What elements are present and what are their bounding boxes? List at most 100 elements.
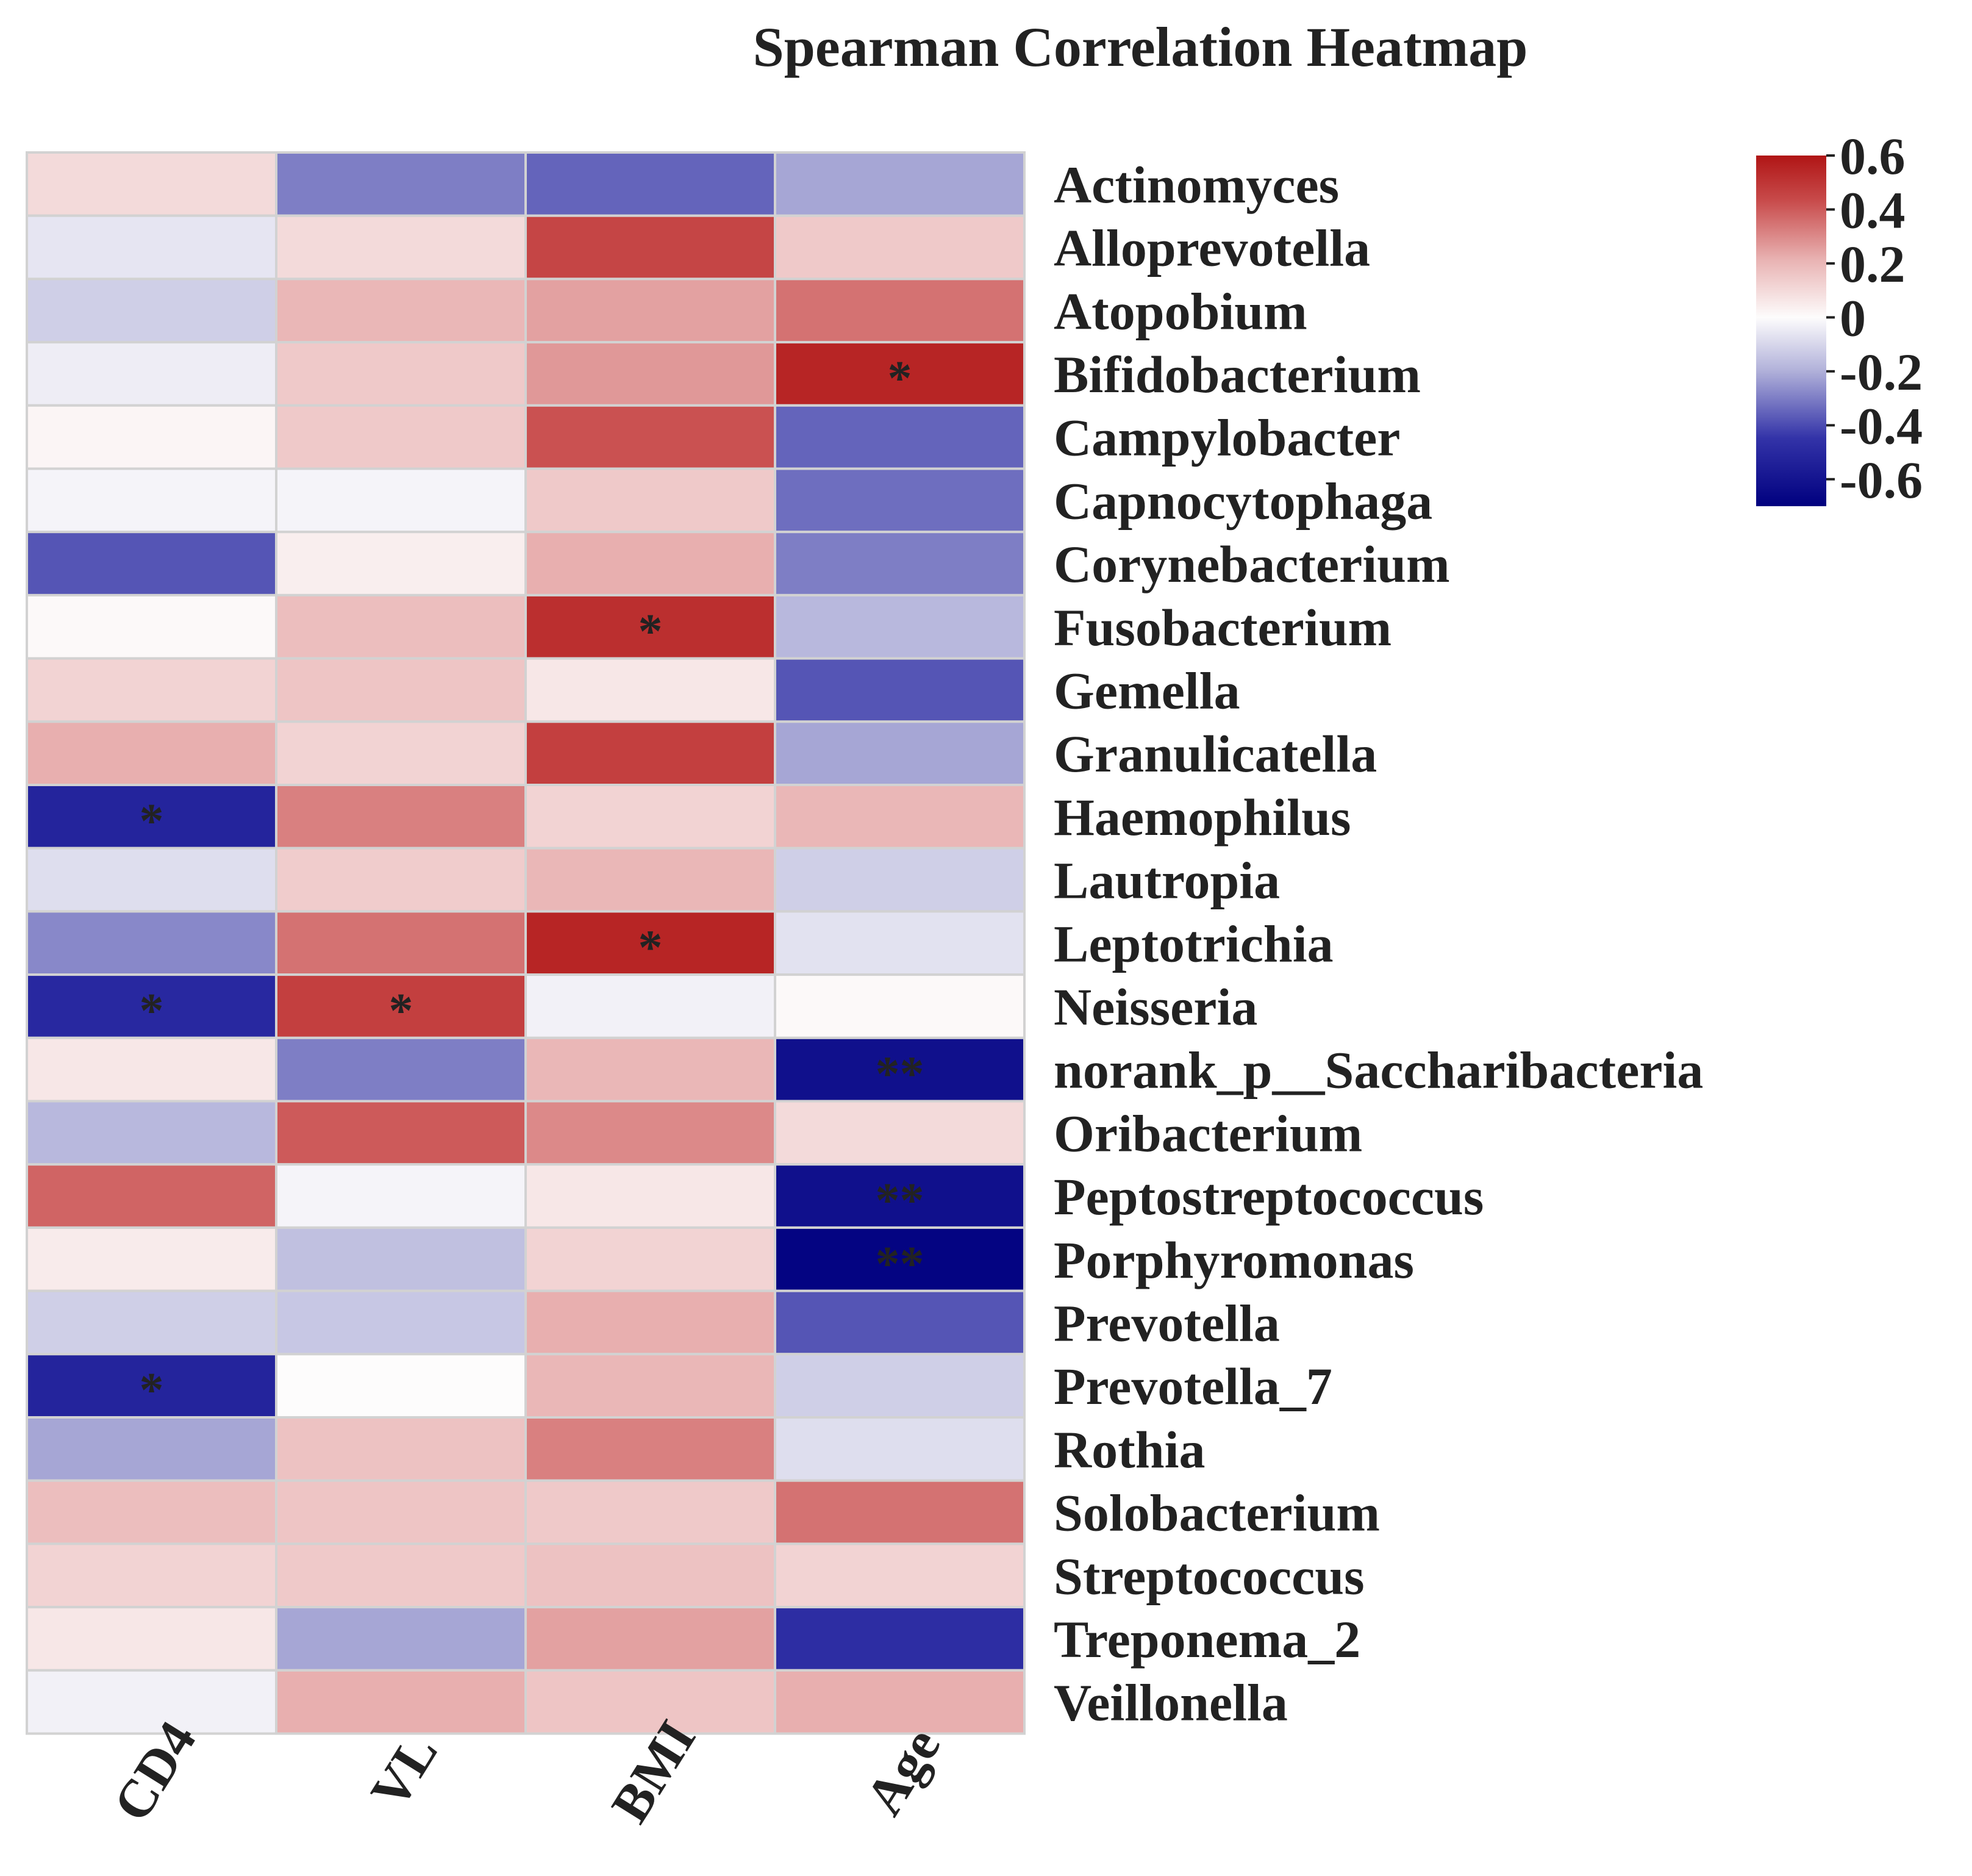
heatmap-cell [524, 1542, 776, 1609]
heatmap-cell [524, 404, 776, 470]
heatmap-cell [275, 1036, 527, 1103]
heatmap-cell [26, 657, 277, 723]
heatmap-cell [774, 1669, 1026, 1735]
heatmap-cell [275, 593, 527, 660]
heatmap-cell [524, 1353, 776, 1419]
heatmap-cell [26, 1479, 277, 1545]
row-label: Leptotrichia [1054, 914, 1334, 973]
row-label: Fusobacterium [1054, 598, 1391, 657]
heatmap-cell [275, 784, 527, 850]
heatmap-cell [275, 341, 527, 407]
significance-mark: ** [876, 1174, 924, 1228]
heatmap-cell [524, 973, 776, 1039]
heatmap-cell [524, 467, 776, 534]
significance-mark: ** [876, 1237, 924, 1291]
row-label: Streptococcus [1054, 1547, 1365, 1605]
row-label: Solobacterium [1054, 1484, 1380, 1542]
heatmap-cell [774, 404, 1026, 470]
row-label: Atopobium [1054, 282, 1307, 340]
heatmap-cell [26, 910, 277, 976]
significance-mark: ** [876, 1048, 924, 1101]
row-label: Treponema_2 [1054, 1610, 1360, 1669]
heatmap-cell [774, 467, 1026, 534]
row-label: Oribacterium [1054, 1104, 1362, 1162]
heatmap-cell [774, 784, 1026, 850]
colorbar-tick-label: -0.2 [1840, 343, 1923, 401]
heatmap-cell [774, 1100, 1026, 1166]
heatmap-cell [26, 467, 277, 534]
row-label: Granulicatella [1054, 725, 1377, 783]
heatmap-cell [774, 1416, 1026, 1482]
row-label: Bifidobacterium [1054, 345, 1421, 404]
heatmap-cell [524, 1036, 776, 1103]
row-label: norank_p__Saccharibacteria [1054, 1041, 1703, 1100]
colorbar-tick-label: 0.4 [1840, 181, 1906, 239]
significance-mark: * [638, 921, 663, 975]
heatmap-cell [275, 1606, 527, 1672]
colorbar: 0.60.40.20-0.2-0.4-0.6 [1756, 127, 1923, 509]
heatmap-cell [275, 531, 527, 596]
heatmap-cell [26, 1353, 277, 1419]
heatmap-cell [774, 1289, 1026, 1356]
heatmap-cell [524, 784, 776, 850]
row-labels: ActinomycesAlloprevotellaAtopobiumBifido… [1054, 156, 1703, 1732]
row-label: Veillonella [1054, 1674, 1288, 1732]
heatmap-cell [774, 1353, 1026, 1419]
row-label: Lautropia [1054, 851, 1280, 910]
heatmap-cell [774, 341, 1026, 407]
heatmap-cell [524, 1416, 776, 1482]
row-label: Rothia [1054, 1420, 1205, 1479]
heatmap-cell [26, 1100, 277, 1166]
significance-mark: * [888, 352, 912, 406]
heatmap-cell [275, 973, 527, 1039]
row-label: Porphyromonas [1054, 1231, 1414, 1289]
heatmap-cell [26, 1036, 277, 1103]
heatmap-cell [26, 214, 277, 281]
colorbar-tick-label: 0.6 [1840, 127, 1906, 185]
heatmap-cell [275, 151, 527, 217]
significance-markers: ***** ******** [140, 352, 924, 1417]
heatmap-cell [275, 1669, 527, 1735]
colorbar-tick-label: 0.2 [1840, 235, 1906, 293]
heatmap-cell [26, 1226, 277, 1292]
heatmap-cell [774, 973, 1026, 1039]
heatmap-cell [275, 1353, 527, 1419]
heatmap-cell [275, 657, 527, 723]
heatmap-cell [275, 1289, 527, 1356]
heatmap-cell [524, 847, 776, 913]
heatmap-cell [524, 341, 776, 407]
colorbar-tick-label: -0.4 [1840, 396, 1923, 455]
heatmap-cell [26, 593, 277, 660]
heatmap-cell [275, 1542, 527, 1609]
row-label: Alloprevotella [1054, 219, 1370, 277]
significance-mark: * [140, 1364, 164, 1417]
row-label: Haemophilus [1054, 788, 1351, 847]
heatmap-cell [774, 1163, 1026, 1229]
significance-mark: * [389, 984, 413, 1038]
heatmap-cell [524, 1289, 776, 1356]
heatmap-cell [275, 910, 527, 976]
heatmap-cell [26, 1542, 277, 1609]
heatmap-cell [26, 404, 277, 470]
colorbar-gradient [1756, 156, 1826, 506]
heatmap-cell [524, 657, 776, 723]
significance-mark: * [140, 984, 164, 1038]
heatmap-cell [275, 404, 527, 470]
heatmap-cell [26, 720, 277, 787]
heatmap-cell [26, 847, 277, 913]
heatmap-cell [275, 1226, 527, 1292]
heatmap-cell [275, 467, 527, 534]
heatmap-cells [26, 151, 1026, 1735]
heatmap-cell [26, 1289, 277, 1356]
row-label: Actinomyces [1054, 156, 1339, 214]
heatmap-cell [26, 151, 277, 217]
heatmap-cell [26, 1163, 277, 1229]
heatmap-cell [524, 1606, 776, 1672]
heatmap-cell [524, 1669, 776, 1735]
heatmap-cell [774, 214, 1026, 281]
heatmap-cell [524, 531, 776, 596]
heatmap-cell [524, 1163, 776, 1229]
heatmap-cell [774, 531, 1026, 596]
heatmap-cell [275, 1163, 527, 1229]
